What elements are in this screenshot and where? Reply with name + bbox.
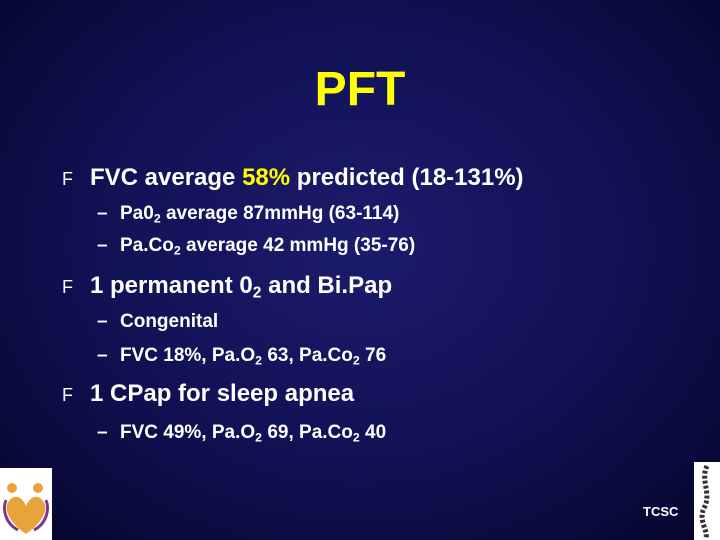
text-run: 69, Pa.Co bbox=[262, 422, 353, 443]
sub-bullet-text: FVC 49%, Pa.O2 69, Pa.Co2 40 bbox=[120, 422, 386, 445]
subscript: 2 bbox=[255, 353, 263, 368]
text-run: 63, Pa.Co bbox=[262, 345, 353, 366]
text-run: FVC 18%, Pa.O bbox=[120, 345, 256, 366]
brand: TCSC bbox=[643, 504, 679, 519]
highlight: 58% bbox=[242, 164, 291, 191]
bullet-text: FVC average 58% predicted (18-131%) bbox=[90, 164, 524, 192]
subscript: 2 bbox=[352, 353, 360, 368]
sub-bullet-marker: – bbox=[97, 235, 108, 256]
text-run: FVC 49%, Pa.O bbox=[120, 422, 256, 443]
bullet-marker: F bbox=[62, 169, 73, 189]
text-run: 40 bbox=[359, 422, 387, 443]
text-run: average 87mmHg (63-114) bbox=[160, 203, 400, 224]
subscript: 2 bbox=[153, 211, 161, 226]
logo-arm bbox=[3, 499, 19, 532]
subscript: 2 bbox=[173, 243, 181, 258]
bullet-marker: F bbox=[62, 385, 73, 405]
text-run: Pa0 bbox=[120, 203, 154, 224]
slide-title: PFT bbox=[314, 63, 406, 116]
text-run: 76 bbox=[359, 345, 387, 366]
logo-head bbox=[33, 483, 43, 493]
text-run: average 42 mmHg (35-76) bbox=[180, 235, 416, 256]
sub-bullet-text: Congenital bbox=[120, 311, 218, 333]
sub-bullet-text: Pa.Co2 average 42 mmHg (35-76) bbox=[120, 235, 415, 258]
bullet-text: 1 CPap for sleep apnea bbox=[90, 380, 354, 408]
text-run: and Bi.Pap bbox=[261, 272, 393, 299]
text-run: Congenital bbox=[120, 311, 219, 332]
sub-bullet-marker: – bbox=[97, 422, 108, 443]
subscript: 2 bbox=[252, 284, 262, 302]
logo-head bbox=[7, 483, 17, 493]
sub-bullet-marker: – bbox=[97, 203, 108, 224]
bullet-marker: F bbox=[62, 277, 73, 297]
sub-bullet-marker: – bbox=[97, 345, 108, 366]
logo-arm bbox=[33, 499, 49, 532]
text-run: predicted (18-131%) bbox=[290, 164, 524, 191]
sub-bullet-marker: – bbox=[97, 311, 108, 332]
text-run: FVC average bbox=[90, 164, 243, 191]
spine bbox=[699, 464, 710, 539]
sub-bullet-text: Pa02 average 87mmHg (63-114) bbox=[120, 203, 399, 226]
logo-heart bbox=[6, 496, 46, 534]
sub-bullet-text: FVC 18%, Pa.O2 63, Pa.Co2 76 bbox=[120, 345, 386, 368]
text-run: 1 permanent 0 bbox=[90, 272, 253, 299]
subscript: 2 bbox=[352, 430, 360, 445]
bullet-text: 1 permanent 02 and Bi.Pap bbox=[90, 272, 392, 303]
text-run: 1 CPap for sleep apnea bbox=[90, 380, 355, 407]
text-run: Pa.Co bbox=[120, 235, 174, 256]
subscript: 2 bbox=[255, 430, 263, 445]
